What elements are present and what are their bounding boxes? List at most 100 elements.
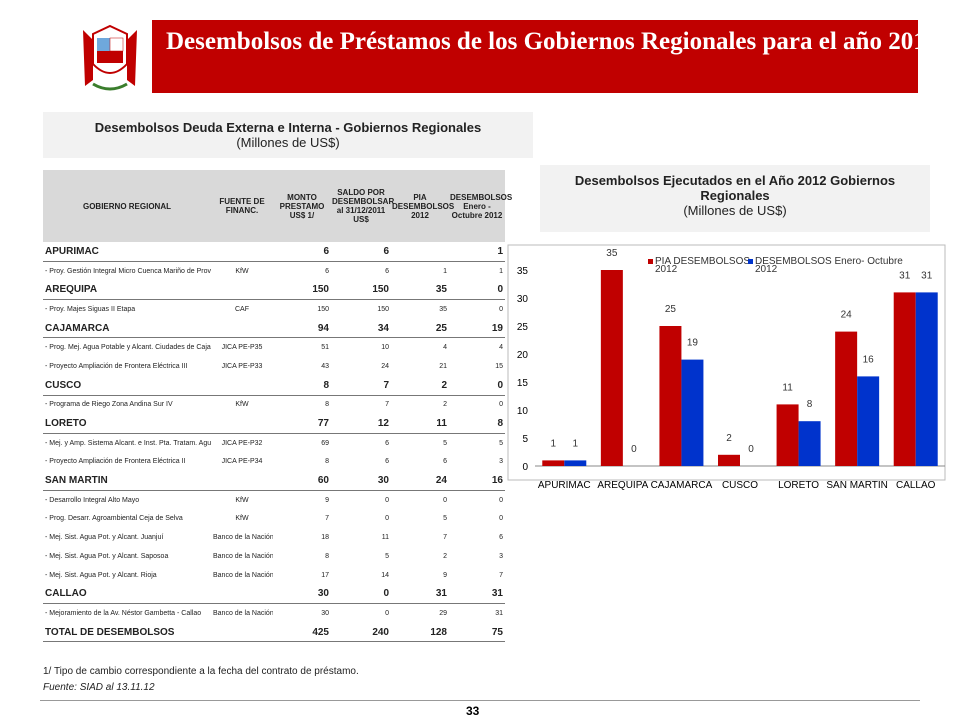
table-cell: 31 bbox=[449, 584, 505, 605]
table-cell: 30 bbox=[273, 584, 331, 605]
bar bbox=[776, 404, 799, 466]
bar bbox=[857, 376, 880, 466]
table-cell: - Proyecto Ampliación de Frontera Eléctr… bbox=[45, 362, 188, 370]
table-row: - Mej. Sist. Agua Pot. y Alcant. Juanjuí… bbox=[43, 528, 505, 547]
data-label: 31 bbox=[921, 270, 933, 281]
table: GOBIERNO REGIONAL FUENTE DE FINANC. MONTO … bbox=[43, 170, 512, 643]
table-cell: KfW bbox=[235, 496, 249, 504]
table-cell: KfW bbox=[235, 267, 249, 275]
data-label: 19 bbox=[687, 338, 699, 349]
table-cell: 4 bbox=[443, 344, 447, 352]
table-cell: 0 bbox=[499, 401, 503, 409]
bar bbox=[564, 460, 587, 466]
table-cell: 11 bbox=[381, 534, 389, 542]
table-cell: 6 bbox=[331, 242, 391, 262]
table-cell: 34 bbox=[331, 318, 391, 339]
table-cell: 9 bbox=[325, 496, 329, 504]
table-cell: 6 bbox=[273, 242, 331, 262]
table-cell: SAN MARTIN bbox=[43, 471, 211, 491]
table-cell: 0 bbox=[385, 515, 389, 523]
table-cell: 3 bbox=[499, 552, 503, 560]
table-cell: LORETO bbox=[43, 414, 211, 434]
data-label: 24 bbox=[841, 310, 853, 321]
table-cell: 10 bbox=[381, 344, 389, 352]
table-cell: Banco de la Nación bbox=[213, 609, 273, 617]
table-row: AREQUIPA 150 150 35 0 bbox=[43, 280, 505, 301]
table-subtitle: (Millones de US$) bbox=[236, 135, 340, 150]
table-row: - Mej. Sist. Agua Pot. y Alcant. Saposoa… bbox=[43, 547, 505, 566]
x-tick-label: CAJAMARCA bbox=[651, 480, 713, 491]
table-cell bbox=[391, 242, 449, 262]
table-cell: 0 bbox=[385, 496, 389, 504]
table-cell: JICA PE-P34 bbox=[221, 458, 263, 466]
table-cell: 0 bbox=[385, 609, 389, 617]
source: Fuente: SIAD al 13.11.12 bbox=[43, 682, 155, 693]
x-tick-label: CALLAO bbox=[896, 480, 936, 491]
table-cell: 8 bbox=[273, 375, 331, 396]
table-cell: JICA PE-P32 bbox=[221, 439, 263, 447]
table-cell: 30 bbox=[331, 471, 391, 491]
data-label: 1 bbox=[551, 438, 557, 449]
table-cell: 9 bbox=[443, 571, 447, 579]
table-cell: 7 bbox=[499, 571, 503, 579]
table-cell: 7 bbox=[325, 515, 329, 523]
table-cell bbox=[211, 414, 273, 434]
chart-panel: Desembolsos Ejecutados en el Año 2012 Go… bbox=[540, 165, 930, 232]
table-cell: 0 bbox=[449, 280, 505, 301]
table-cell: 31 bbox=[495, 609, 503, 617]
table-cell: 25 bbox=[391, 318, 449, 339]
table-cell: 24 bbox=[391, 471, 449, 491]
table-cell: - Prog. Mej. Agua Potable y Alcant. Ciud… bbox=[45, 344, 211, 352]
table-cell: 8 bbox=[325, 552, 329, 560]
x-tick-label: CUSCO bbox=[722, 480, 758, 491]
table-cell: 5 bbox=[443, 439, 447, 447]
table-cell: 150 bbox=[317, 305, 329, 313]
footnote: 1/ Tipo de cambio correspondiente a la f… bbox=[43, 666, 359, 677]
data-label: 8 bbox=[807, 399, 813, 410]
table-row: - Mejoramiento de la Av. Néstor Gambetta… bbox=[43, 604, 505, 623]
bar bbox=[542, 460, 565, 466]
table-cell: 5 bbox=[385, 552, 389, 560]
x-tick-label: AREQUIPA bbox=[597, 480, 648, 491]
table-cell bbox=[211, 318, 273, 339]
table-row: CAJAMARCA 94 34 25 19 bbox=[43, 318, 505, 339]
table-cell bbox=[211, 375, 273, 396]
table-cell: 51 bbox=[321, 344, 329, 352]
table-cell: KfW bbox=[235, 401, 249, 409]
table-cell: TOTAL DE DESEMBOLSOS bbox=[43, 622, 211, 643]
table-cell: 6 bbox=[385, 439, 389, 447]
table-cell bbox=[211, 622, 273, 643]
table-row: - Desarrollo Integral Alto Mayo KfW 9 0 0 0 bbox=[43, 490, 505, 509]
chart-title: Desembolsos Ejecutados en el Año 2012 Go… bbox=[574, 173, 896, 203]
table-cell: 6 bbox=[385, 267, 389, 275]
legend-label: PIA DESEMBOLSOS 2012 bbox=[655, 256, 750, 275]
table-cell: - Proy. Gestión Integral Micro Cuenca Ma… bbox=[45, 267, 211, 275]
table-cell: AREQUIPA bbox=[43, 280, 211, 301]
table-cell: 2 bbox=[443, 552, 447, 560]
table-cell: Banco de la Nación bbox=[213, 552, 273, 560]
table-cell: 77 bbox=[273, 414, 331, 434]
column-header: PIA DESEMBOLSOS 2012 bbox=[391, 170, 454, 242]
table-row: - Mej. y Amp. Sistema Alcant. e Inst. Pt… bbox=[43, 433, 505, 452]
column-header: FUENTE DE FINANC. bbox=[211, 170, 273, 242]
table-row: - Mej. Sist. Agua Pot. y Alcant. Rioja Ba… bbox=[43, 566, 505, 585]
table-cell: 35 bbox=[439, 305, 447, 313]
table-row: - Proyecto Ampliación de Frontera Eléctr… bbox=[43, 453, 505, 472]
table-cell: 5 bbox=[443, 515, 447, 523]
table-cell: - Proyecto Ampliación de Frontera Eléctr… bbox=[45, 458, 186, 466]
table-cell: 30 bbox=[321, 609, 329, 617]
table-cell: 150 bbox=[331, 280, 391, 301]
data-label: 31 bbox=[899, 270, 911, 281]
table-row: SAN MARTIN 60 30 24 16 bbox=[43, 471, 505, 491]
data-label: 0 bbox=[748, 444, 754, 455]
table-cell: APURIMAC bbox=[43, 242, 211, 262]
column-header: MONTO PRESTAMO US$ 1/ bbox=[273, 170, 331, 242]
table-cell: - Mejoramiento de la Av. Néstor Gambetta… bbox=[45, 609, 202, 617]
table-cell: KfW bbox=[235, 515, 249, 523]
table-cell: 4 bbox=[499, 344, 503, 352]
bar bbox=[600, 270, 623, 466]
table-cell: 43 bbox=[321, 362, 329, 370]
table-cell: 2 bbox=[391, 375, 449, 396]
table-row: - Programa de Riego Zona Andina Sur IV Kf… bbox=[43, 395, 505, 414]
